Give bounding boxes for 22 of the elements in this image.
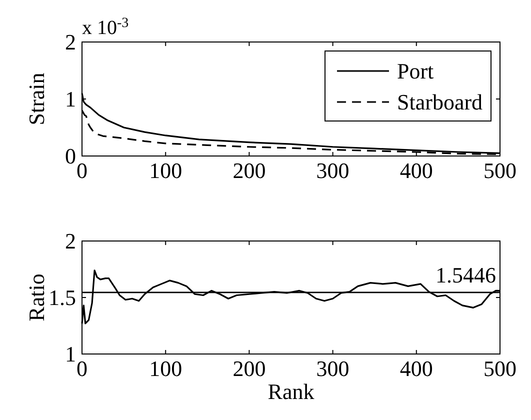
- ref-line-label: 1.5446: [436, 262, 496, 288]
- legend-label: Starboard: [397, 90, 483, 115]
- y-tick-label: 1: [65, 86, 76, 112]
- y-axis-title: Ratio: [24, 274, 49, 322]
- y-tick-label: 1: [65, 342, 76, 367]
- x-axis-title: Rank: [268, 379, 314, 404]
- x-tick-label: 400: [400, 356, 433, 381]
- x-tick-label: 200: [232, 356, 266, 381]
- y-tick-label: 2: [65, 30, 76, 55]
- y-axis-title: Strain: [24, 72, 49, 126]
- x-tick-label: 400: [400, 158, 433, 183]
- x-tick-label: 100: [149, 158, 182, 183]
- x-tick-label: 500: [484, 158, 516, 183]
- legend-label: Port: [397, 58, 434, 84]
- x-tick-label: 200: [232, 158, 266, 183]
- x-tick-label: 100: [149, 356, 182, 381]
- y-tick-label: 1.5: [48, 285, 76, 310]
- x-tick-label: 500: [484, 356, 516, 381]
- x-tick-label: 300: [316, 158, 350, 183]
- y-tick-label: 2: [65, 228, 76, 254]
- x-tick-label: 300: [316, 356, 350, 381]
- text: x 10$^{-3}$: [82, 16, 129, 39]
